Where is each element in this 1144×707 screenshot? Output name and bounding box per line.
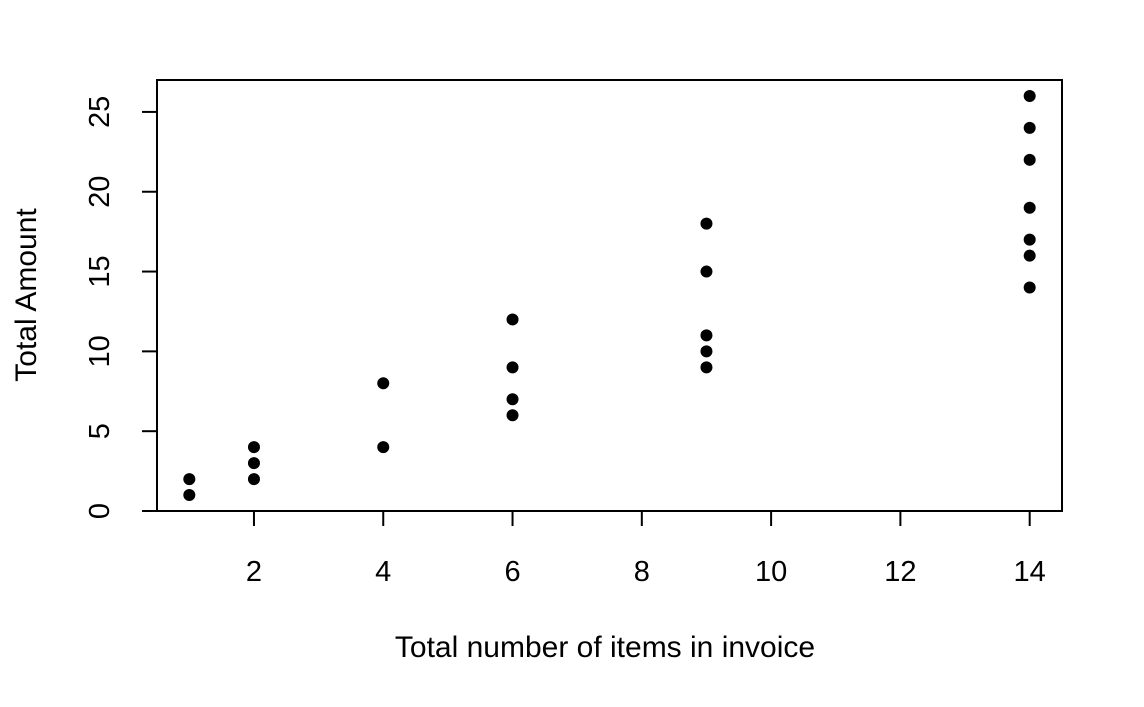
data-point <box>377 377 390 390</box>
x-tick-label: 4 <box>375 556 391 588</box>
data-point <box>247 457 260 470</box>
data-point <box>1023 201 1036 214</box>
x-tick-label: 2 <box>246 556 262 588</box>
y-tick-label: 10 <box>84 335 116 367</box>
data-point <box>506 393 519 406</box>
data-points <box>183 89 1036 502</box>
x-axis: 2 4 6 8 10 12 14 <box>246 510 1046 588</box>
data-point <box>700 345 713 358</box>
y-tick-label: 15 <box>84 255 116 287</box>
y-tick-label: 20 <box>84 176 116 208</box>
data-point <box>1023 281 1036 294</box>
data-point <box>700 217 713 230</box>
x-tick-label: 6 <box>504 556 520 588</box>
data-point <box>1023 89 1036 102</box>
x-tick-label: 8 <box>634 556 650 588</box>
data-point <box>506 361 519 374</box>
data-point <box>700 329 713 342</box>
data-point <box>700 265 713 278</box>
data-point <box>506 409 519 422</box>
data-point <box>183 473 196 486</box>
data-point <box>1023 153 1036 166</box>
data-point <box>1023 121 1036 134</box>
data-point <box>700 361 713 374</box>
y-tick-label: 5 <box>84 423 116 439</box>
y-axis: 0 5 10 15 20 25 <box>84 96 158 519</box>
x-tick-label: 14 <box>1014 556 1046 588</box>
data-point <box>247 473 260 486</box>
x-tick-label: 12 <box>884 556 916 588</box>
data-point <box>1023 233 1036 246</box>
data-point <box>183 489 196 502</box>
data-point <box>247 441 260 454</box>
data-point <box>1023 249 1036 262</box>
y-tick-label: 0 <box>84 503 116 519</box>
y-axis-title: Total Amount <box>10 208 43 382</box>
data-point <box>506 313 519 326</box>
x-axis-title: Total number of items in invoice <box>395 631 815 664</box>
x-tick-label: 10 <box>755 556 787 588</box>
plot-frame <box>156 79 1063 512</box>
data-point <box>377 441 390 454</box>
y-tick-label: 25 <box>84 96 116 128</box>
